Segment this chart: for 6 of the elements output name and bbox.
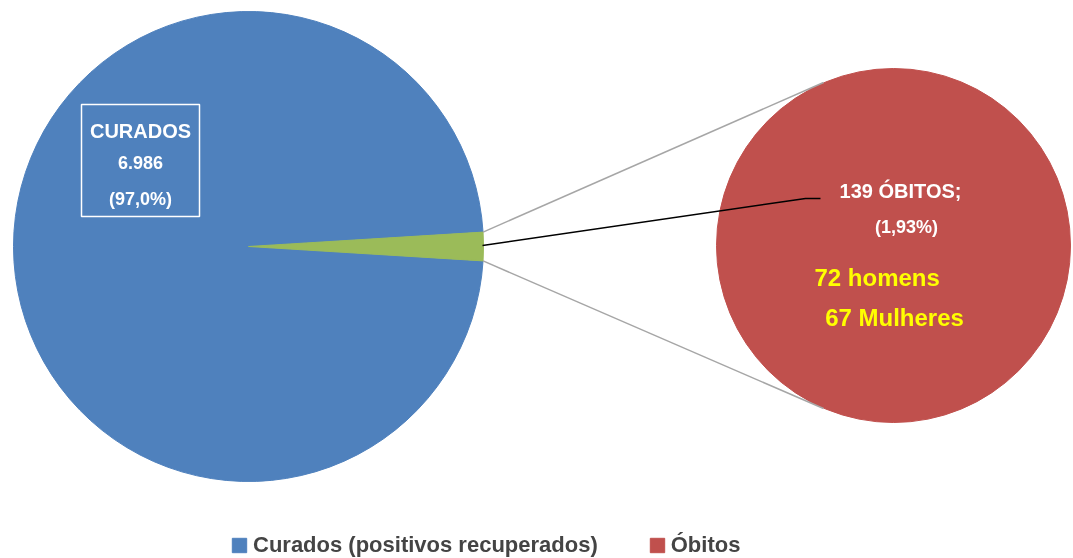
text: 72 homens <box>814 264 940 291</box>
data-label: 139 ÓBITOS; (1,93%) <box>839 178 962 237</box>
legend-label: Óbitos <box>670 532 741 558</box>
legend-label: Curados (positivos recuperados) <box>253 532 598 558</box>
text: 67 Mulheres <box>825 304 964 331</box>
data-label: CURADOS 6.986 (97,0%) <box>89 119 192 209</box>
